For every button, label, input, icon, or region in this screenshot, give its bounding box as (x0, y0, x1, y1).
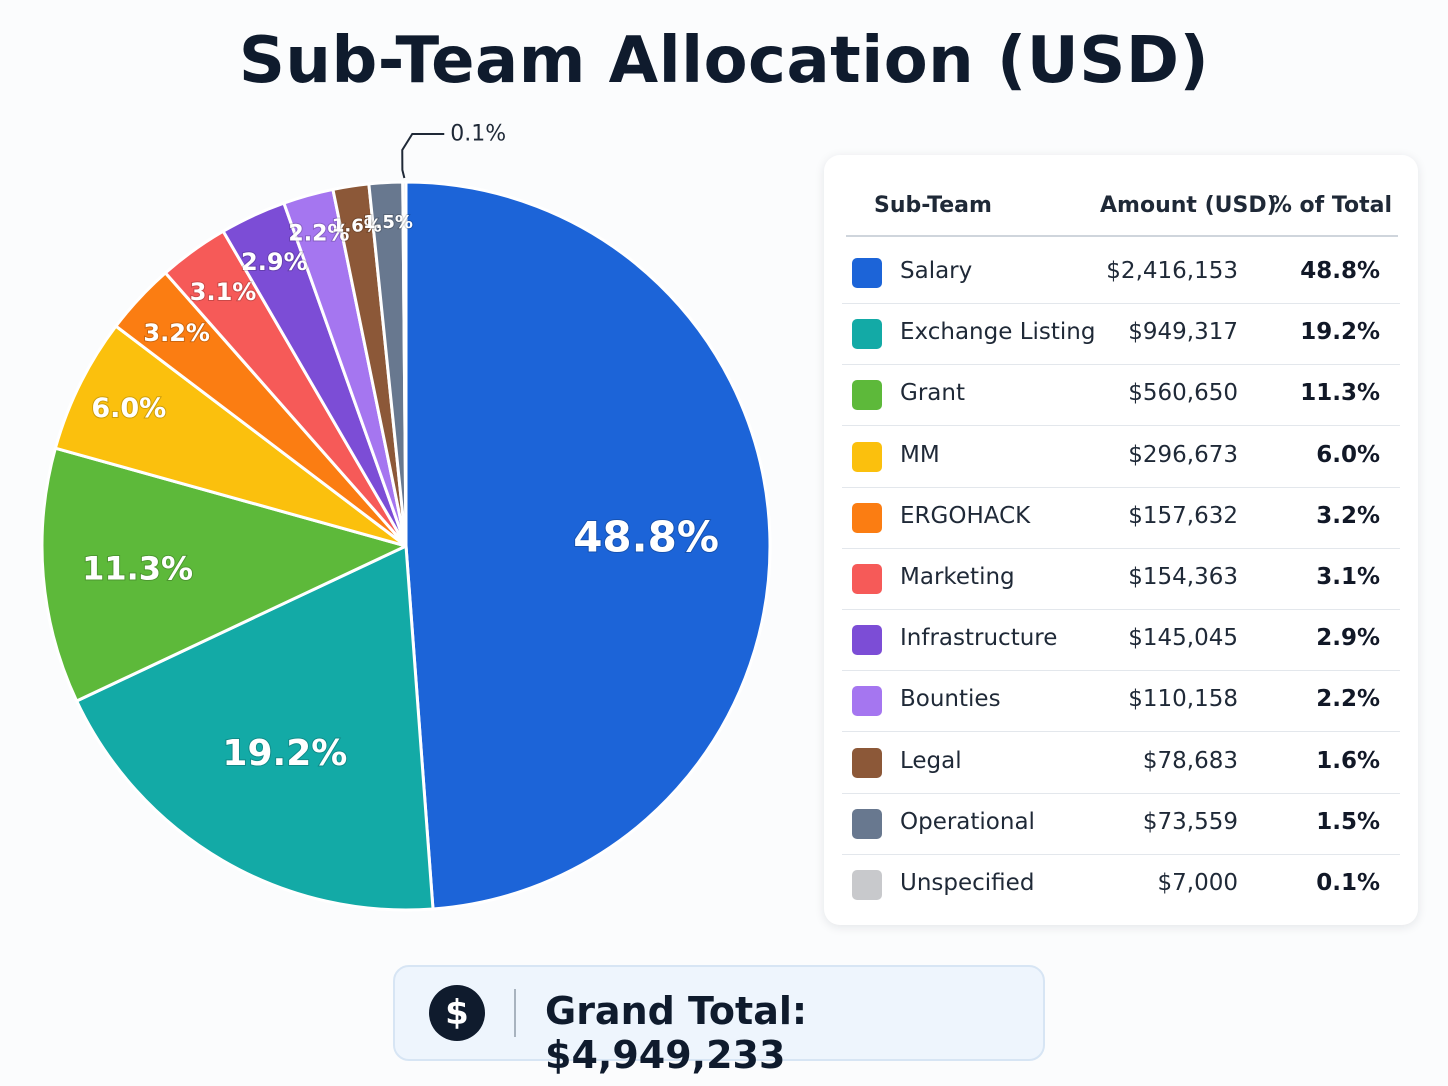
pie-chart: 48.8% 19.2% 11.3% 6.0% 3.2% 3.1%2.9%2.2%1.6%1… (40, 122, 772, 912)
legend-row: Infrastructure $145,045 2.9% (842, 609, 1400, 672)
chart-title: Sub-Team Allocation (USD) (238, 24, 1210, 98)
legend-swatch (852, 870, 882, 900)
legend-row: Grant $560,650 11.3% (842, 364, 1400, 427)
legend-swatch (852, 747, 882, 778)
legend-amount: $73,559 (1142, 808, 1238, 835)
slice-label: 3.1% (190, 278, 257, 306)
slice-label: 11.3% (82, 550, 193, 588)
pie-slice-unspecified (401, 180, 408, 548)
legend-percent: 3.2% (1316, 502, 1380, 529)
legend-row: MM $296,673 6.0% (842, 426, 1400, 488)
legend-name: Salary (900, 258, 973, 284)
legend-amount: $157,632 (1128, 502, 1238, 529)
pie-slice-grant (40, 446, 408, 703)
legend-row: Legal $78,683 1.6% (842, 732, 1400, 794)
legend-name: MM (900, 441, 940, 468)
legend-swatch (852, 319, 882, 350)
slice-label: 48.8% (573, 513, 719, 562)
legend-name: Marketing (900, 564, 1015, 590)
header-amount: Amount (USD) (1100, 193, 1277, 218)
legend-percent: 6.0% (1316, 441, 1380, 468)
slice-label: 19.2% (222, 733, 347, 774)
slice-label: 2.9% (241, 248, 308, 276)
legend-percent: 0.1% (1316, 870, 1380, 896)
legend-amount: $110,158 (1128, 686, 1238, 713)
legend-name: Operational (900, 808, 1035, 835)
legend-row: Salary $2,416,153 48.8% (842, 242, 1400, 304)
legend-amount: $154,363 (1128, 564, 1238, 590)
legend-amount: $7,000 (1157, 870, 1238, 896)
legend-percent: 1.6% (1316, 747, 1380, 774)
legend-row: Exchange Listing $949,317 19.2% (842, 303, 1400, 366)
legend-swatch (852, 625, 882, 656)
legend-header: Sub-Team Amount (USD) % of Total (846, 185, 1398, 237)
grand-total-label: Grand Total: $4,949,233 (545, 989, 808, 1077)
legend-swatch (852, 564, 882, 594)
legend-amount: $560,650 (1128, 380, 1238, 407)
legend-swatch (852, 258, 882, 288)
legend-amount: $78,683 (1142, 747, 1238, 774)
divider (514, 989, 516, 1037)
pie-slice-exchange-listing (75, 544, 435, 912)
legend-name: Bounties (900, 686, 1001, 713)
legend-amount: $2,416,153 (1106, 258, 1238, 284)
slice-label: 0.1% (450, 122, 506, 147)
legend-name: Exchange Listing (900, 319, 1096, 346)
slice-label: 2.2% (288, 221, 349, 246)
grand-total-banner: $ Grand Total: $4,949,233 (393, 965, 1045, 1077)
legend-row: Bounties $110,158 2.2% (842, 670, 1400, 733)
legend-name: Infrastructure (900, 625, 1058, 652)
legend-name: Unspecified (900, 870, 1035, 896)
legend-amount: $296,673 (1128, 441, 1238, 468)
legend-row: ERGOHACK $157,632 3.2% (842, 487, 1400, 549)
legend-swatch (852, 686, 882, 717)
legend-row: Operational $73,559 1.5% (842, 793, 1400, 855)
slice-label: 3.2% (143, 319, 210, 347)
legend-name: ERGOHACK (900, 502, 1031, 529)
legend-swatch (852, 808, 882, 839)
slice-label: 1.5% (363, 212, 413, 233)
dollar-coin-icon: $ (429, 985, 485, 1041)
legend-percent: 3.1% (1316, 564, 1380, 590)
legend-swatch (852, 502, 882, 533)
legend-percent: 11.3% (1300, 380, 1380, 407)
legend-row: Unspecified $7,000 0.1% (842, 854, 1400, 915)
legend-percent: 48.8% (1300, 258, 1380, 284)
legend-swatch (852, 380, 882, 411)
legend-amount: $145,045 (1128, 625, 1238, 652)
legend-percent: 2.9% (1316, 625, 1380, 652)
pie-slice-salary (404, 180, 772, 911)
header-sub-team: Sub-Team (874, 193, 992, 218)
legend-table: Sub-Team Amount (USD) % of Total Salary $… (824, 155, 1418, 925)
slice-label: 6.0% (91, 393, 166, 424)
legend-percent: 2.2% (1316, 686, 1380, 713)
callout-line (401, 133, 445, 179)
legend-swatch (852, 441, 882, 472)
pie-slice-mm (53, 324, 408, 548)
slice-label: 1.6% (332, 215, 382, 236)
legend-percent: 1.5% (1316, 808, 1380, 835)
legend-amount: $949,317 (1128, 319, 1238, 346)
legend-name: Legal (900, 747, 962, 774)
header-percent: % of Total (1269, 193, 1392, 218)
legend-name: Grant (900, 380, 965, 407)
legend-percent: 19.2% (1300, 319, 1380, 346)
legend-row: Marketing $154,363 3.1% (842, 548, 1400, 610)
